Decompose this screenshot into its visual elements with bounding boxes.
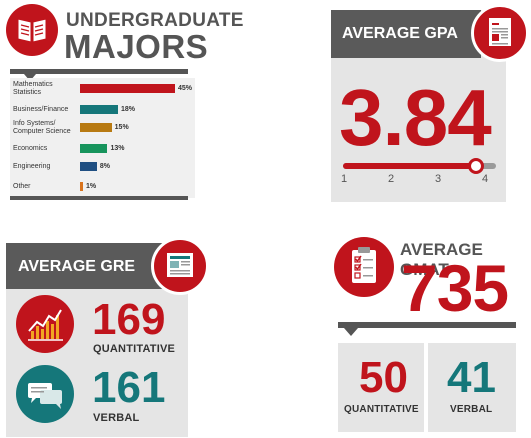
majors-title-line2: MAJORS [64,28,209,65]
major-value-label: 13% [110,145,125,152]
major-bar [80,84,175,93]
gpa-value: 3.84 [339,73,492,162]
majors-icon-badge [6,4,58,56]
gpa-tick-label: 3 [435,173,442,185]
gmat-verbal-label: VERBAL [450,404,493,415]
major-bar [80,123,112,132]
gmat-quant-label: QUANTITATIVE [344,404,419,415]
majors-divider [10,69,188,74]
major-value-label: 15% [114,124,129,131]
major-value-label: 8% [99,163,110,170]
major-label: Mathematics Statistics [13,81,53,96]
majors-title-line1: UNDERGRADUATE [66,10,244,31]
gmat-verbal-panel [428,343,516,432]
major-bar [80,105,118,114]
gmat-quant-panel [338,343,424,432]
gmat-divider-pointer [344,328,358,336]
major-value-label: 1% [86,183,97,190]
major-bar [80,182,83,191]
chart-growth-icon [28,309,63,341]
book-icon [17,18,47,43]
gre-quant-label: QUANTITATIVE [93,343,176,355]
major-label: Business/Finance [13,106,69,113]
newspaper-icon [167,253,193,277]
gre-verbal-icon-badge [16,365,74,423]
major-label: Info Systems/ Computer Science [13,120,71,135]
gmat-title: AVERAGE GMAT [400,240,483,279]
major-value-label: 18% [121,106,136,113]
majors-bottom-divider [10,196,188,200]
clipboard-checklist-icon [352,247,376,283]
gre-header-bar [6,243,164,289]
gpa-title: AVERAGE GPA [342,25,458,42]
gre-quant-value: 169 [92,295,166,344]
gpa-header-bar [331,10,481,58]
gre-verbal-label: VERBAL [93,412,140,424]
gpa-icon-badge [471,4,529,62]
gre-icon-badge [151,237,209,295]
gre-verbal-value: 161 [92,363,166,412]
report-icon [489,18,511,46]
gpa-tick-label: 2 [388,173,395,185]
gpa-slider-knob [468,158,485,174]
major-value-label: 45% [178,85,193,92]
speech-bubbles-icon [28,383,62,409]
major-label: Engineering [13,163,51,170]
gre-title: AVERAGE GRE [18,258,136,275]
major-bar [80,144,108,153]
gpa-slider-fill [343,163,477,169]
gre-quant-icon-badge [16,295,74,353]
major-bar [80,162,97,171]
majors-divider-pointer [24,74,36,81]
gpa-tick-label: 1 [341,173,348,185]
gpa-tick-label: 4 [482,173,489,185]
gmat-quant-value: 50 [359,353,408,402]
gmat-divider [338,322,516,328]
major-label: Other [13,183,31,190]
gmat-icon-badge [334,237,394,297]
major-label: Economics [13,145,48,152]
majors-chart-area [10,78,195,198]
gmat-verbal-value: 41 [447,353,496,402]
gmat-value: 735 [401,251,509,325]
